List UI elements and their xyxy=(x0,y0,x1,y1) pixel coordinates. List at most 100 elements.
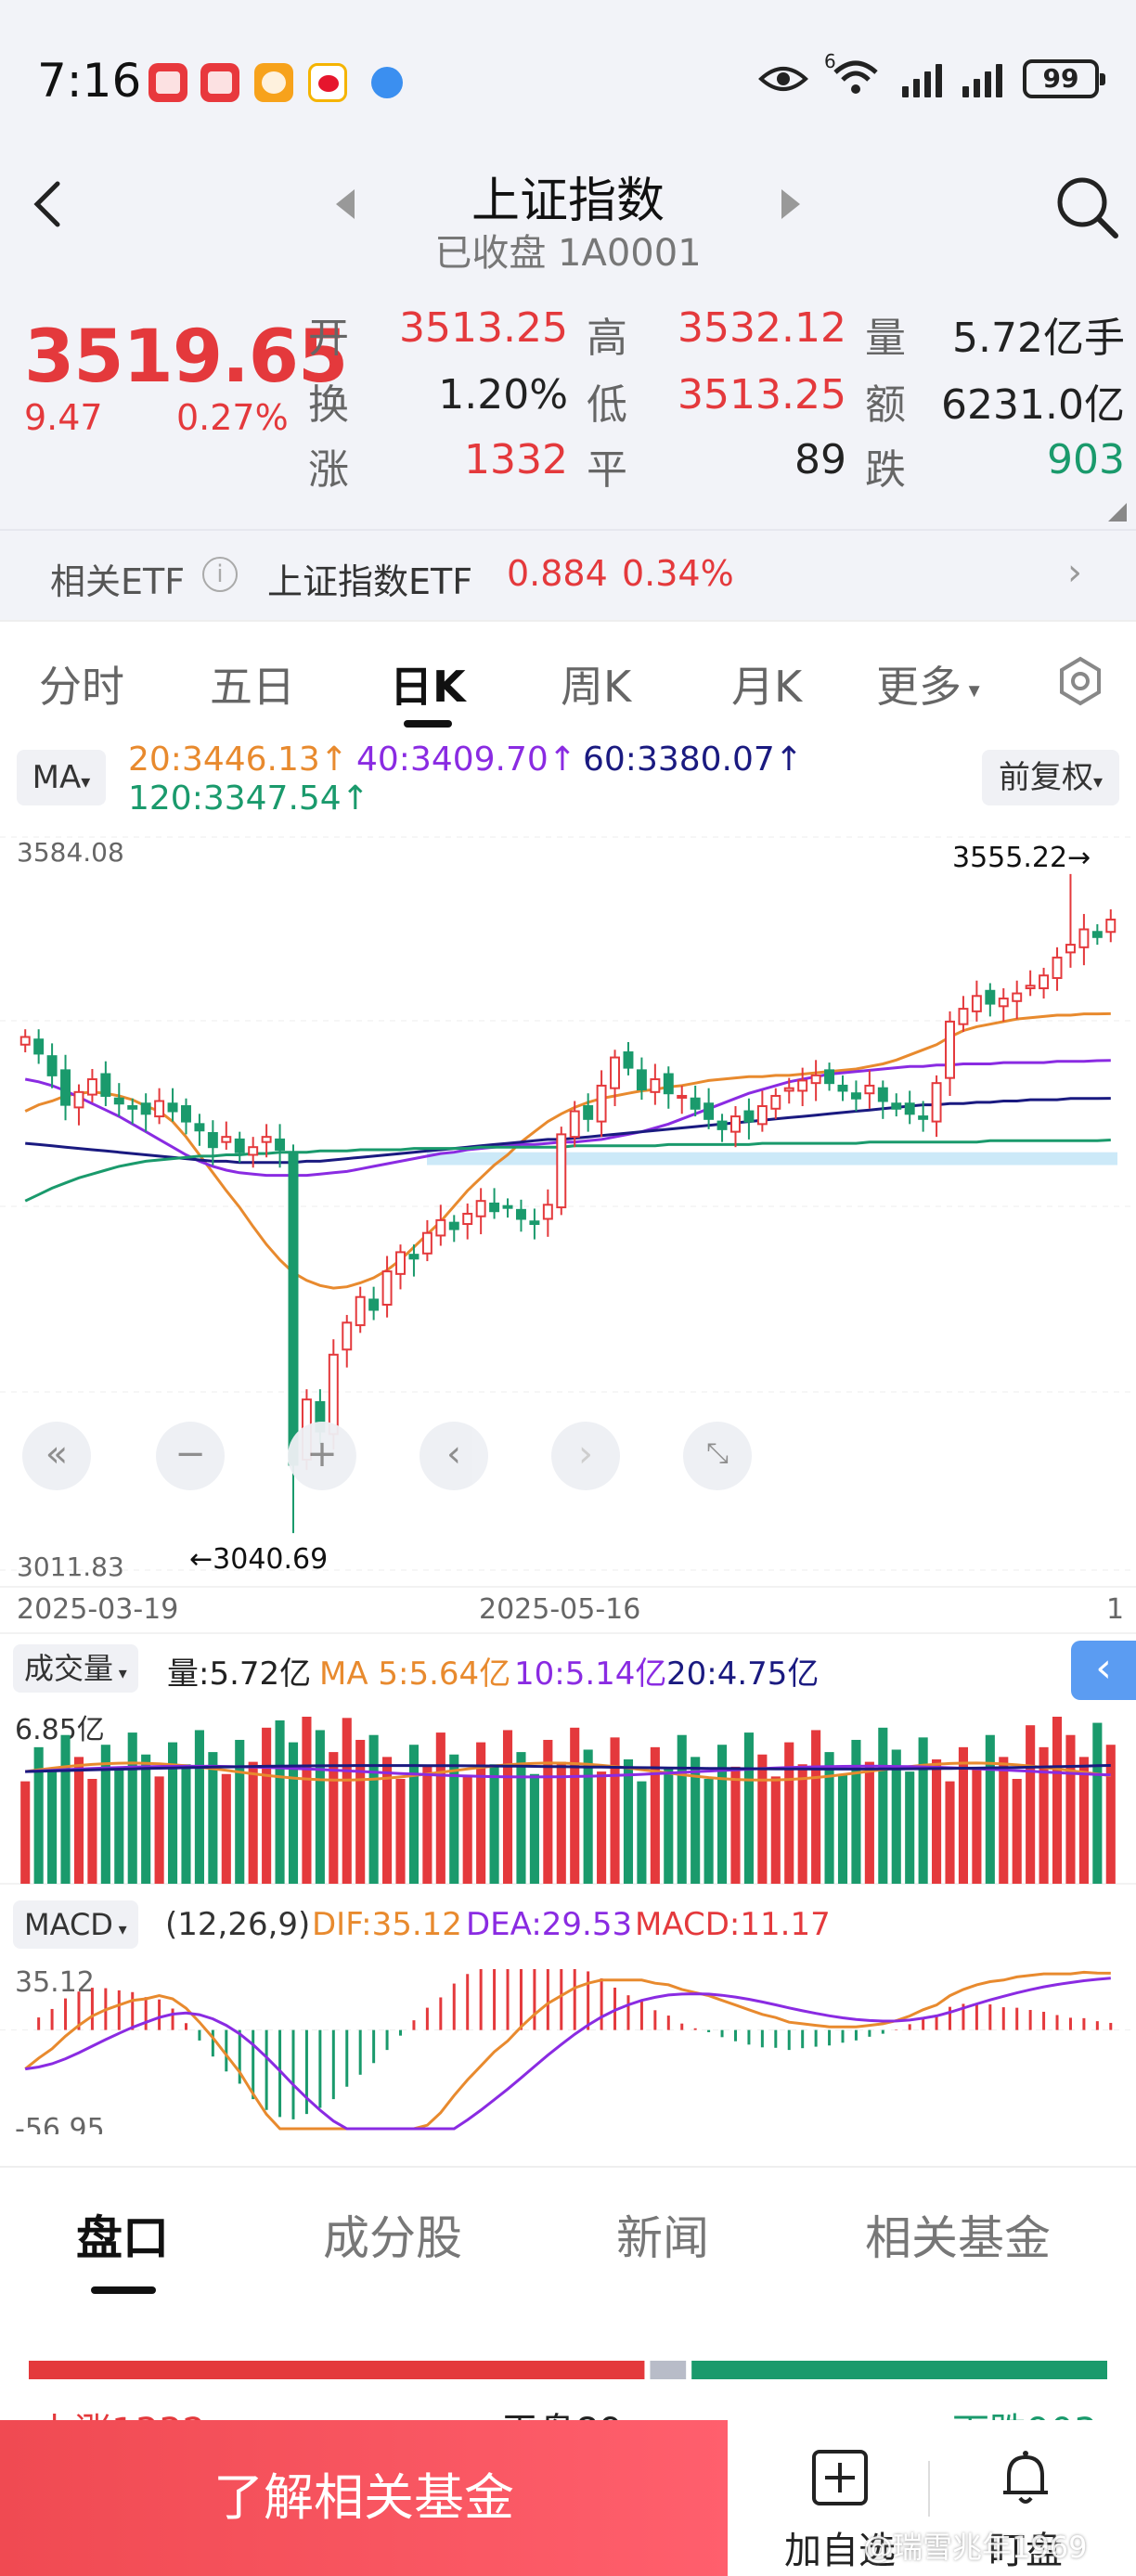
price-change-pct: 0.27% xyxy=(176,397,289,438)
chevron-right-icon[interactable]: › xyxy=(1067,551,1082,594)
related-etf-row[interactable]: 相关ETF i 上证指数ETF 0.884 0.34% › xyxy=(0,529,1136,620)
candle-body xyxy=(502,1204,513,1209)
volume-bar xyxy=(368,1734,379,1884)
learn-funds-button[interactable]: 了解相关基金 xyxy=(0,2420,728,2576)
volume-bar xyxy=(797,1764,807,1884)
scroll-left-icon[interactable]: ‹ xyxy=(420,1422,488,1490)
etf-label: 相关ETF xyxy=(50,561,186,602)
fullscreen-icon[interactable]: ⤡ xyxy=(683,1422,752,1490)
candle-body xyxy=(998,998,1009,1008)
candle-body xyxy=(904,1102,915,1115)
volume-bar xyxy=(1105,1745,1116,1884)
ma40-text: 40:3409.70 xyxy=(356,741,549,779)
candle-body xyxy=(529,1220,540,1226)
search-icon[interactable] xyxy=(1054,174,1119,239)
scroll-start-icon[interactable]: « xyxy=(22,1422,91,1490)
tab-weekly-k[interactable]: 周K xyxy=(561,662,632,712)
watch-alert-button[interactable]: 盯盘 xyxy=(965,2448,1086,2574)
candle-body xyxy=(181,1105,191,1123)
zoom-out-icon[interactable]: − xyxy=(156,1422,225,1490)
y-axis-high-label: 3584.08 xyxy=(17,837,124,868)
x-axis-mid-label: 2025-05-16 xyxy=(479,1593,640,1626)
volume-bar xyxy=(757,1754,768,1884)
candle-body xyxy=(542,1204,553,1220)
zoom-in-icon[interactable]: + xyxy=(288,1422,356,1490)
status-time: 7:16 xyxy=(37,54,142,108)
tab-news[interactable]: 新闻 xyxy=(616,2211,709,2265)
tab-constituents[interactable]: 成分股 xyxy=(323,2211,462,2265)
up-arrow-icon: ↑ xyxy=(319,741,348,779)
volume-bar xyxy=(73,1757,84,1884)
candle-body xyxy=(221,1136,232,1143)
macd-indicator-button[interactable]: MACD ▾ xyxy=(13,1900,138,1949)
stat-label: 额 xyxy=(865,381,906,429)
settings-icon[interactable] xyxy=(1054,655,1106,707)
tab-five-day[interactable]: 五日 xyxy=(210,662,295,712)
prev-index-icon[interactable] xyxy=(332,187,358,221)
candle-body xyxy=(167,1102,178,1113)
volume-bar xyxy=(516,1752,526,1884)
volume-bar xyxy=(302,1717,312,1884)
volume-bar xyxy=(770,1776,781,1884)
add-watchlist-button[interactable]: 加自选 xyxy=(780,2448,900,2574)
volume-bar xyxy=(999,1757,1009,1884)
volume-indicator-button[interactable]: 成交量 ▾ xyxy=(13,1644,138,1693)
volume-bar xyxy=(262,1727,272,1884)
volume-bar xyxy=(878,1727,888,1884)
volume-ma10: 10:5.14亿 xyxy=(514,1655,667,1693)
price-adjust-button[interactable]: 前复权▾ xyxy=(982,750,1119,805)
collapse-panel-icon[interactable]: ‹ xyxy=(1071,1641,1136,1700)
candle-body xyxy=(515,1208,526,1220)
ma60-line xyxy=(25,1097,1111,1165)
next-index-icon[interactable] xyxy=(778,187,804,221)
volume-bar xyxy=(114,1766,124,1884)
candle-body xyxy=(73,1090,84,1109)
candle-body xyxy=(1105,918,1117,934)
volume-bar xyxy=(851,1739,861,1884)
stat-value: 6231.0亿 xyxy=(941,381,1125,429)
candle-body xyxy=(1025,985,1036,990)
expand-corner-icon[interactable] xyxy=(1108,503,1127,522)
tab-order-book[interactable]: 盘口 xyxy=(76,2211,169,2265)
volume-bar xyxy=(864,1761,874,1884)
candle-body xyxy=(368,1298,380,1311)
tab-monthly-k[interactable]: 月K xyxy=(731,662,803,712)
tab-intraday[interactable]: 分时 xyxy=(39,662,124,712)
chart-tabs: 分时 五日 日K 周K 月K 更多 ▾ xyxy=(0,620,1136,731)
candle-body xyxy=(421,1231,432,1255)
candle-body xyxy=(33,1038,45,1055)
volume-bar xyxy=(610,1737,620,1884)
tab-more[interactable]: 更多 ▾ xyxy=(876,653,980,715)
ma40-line xyxy=(24,1059,1111,1178)
volume-bar xyxy=(891,1749,901,1884)
volume-bar xyxy=(462,1776,472,1884)
candle-body xyxy=(610,1056,621,1089)
stat-value: 1.20% xyxy=(438,371,568,419)
candle-body xyxy=(770,1094,781,1110)
volume-bar xyxy=(395,1779,406,1884)
stat-label: 高 xyxy=(587,315,627,362)
info-icon[interactable]: i xyxy=(202,557,238,592)
candle-body xyxy=(837,1084,848,1092)
advance-segment xyxy=(29,2361,645,2379)
candle-body xyxy=(60,1069,71,1106)
candle-body xyxy=(864,1084,875,1095)
candle-body xyxy=(475,1200,486,1217)
candle-body xyxy=(716,1120,728,1130)
volume-bar xyxy=(167,1742,178,1884)
kline-chart[interactable]: 3584.08 3011.83 3555.22→ ←3040.69 2025-0… xyxy=(0,826,1136,2134)
volume-bar xyxy=(1065,1734,1076,1884)
candle-body xyxy=(234,1138,245,1153)
tab-related-funds[interactable]: 相关基金 xyxy=(865,2211,1051,2265)
stat-value: 3513.25 xyxy=(678,371,846,419)
tab-daily-k[interactable]: 日K xyxy=(390,662,466,712)
up-arrow-icon: ↑ xyxy=(341,779,369,818)
volume-bar xyxy=(181,1764,191,1884)
volume-bar xyxy=(1026,1725,1036,1884)
back-icon[interactable] xyxy=(22,176,78,232)
scroll-right-icon[interactable]: › xyxy=(551,1422,620,1490)
volume-bar xyxy=(945,1781,955,1884)
stat-label: 跌 xyxy=(865,446,906,494)
ma120-value: 120:3347.54↑ xyxy=(128,779,369,818)
ma-indicator-button[interactable]: MA▾ xyxy=(17,750,106,805)
